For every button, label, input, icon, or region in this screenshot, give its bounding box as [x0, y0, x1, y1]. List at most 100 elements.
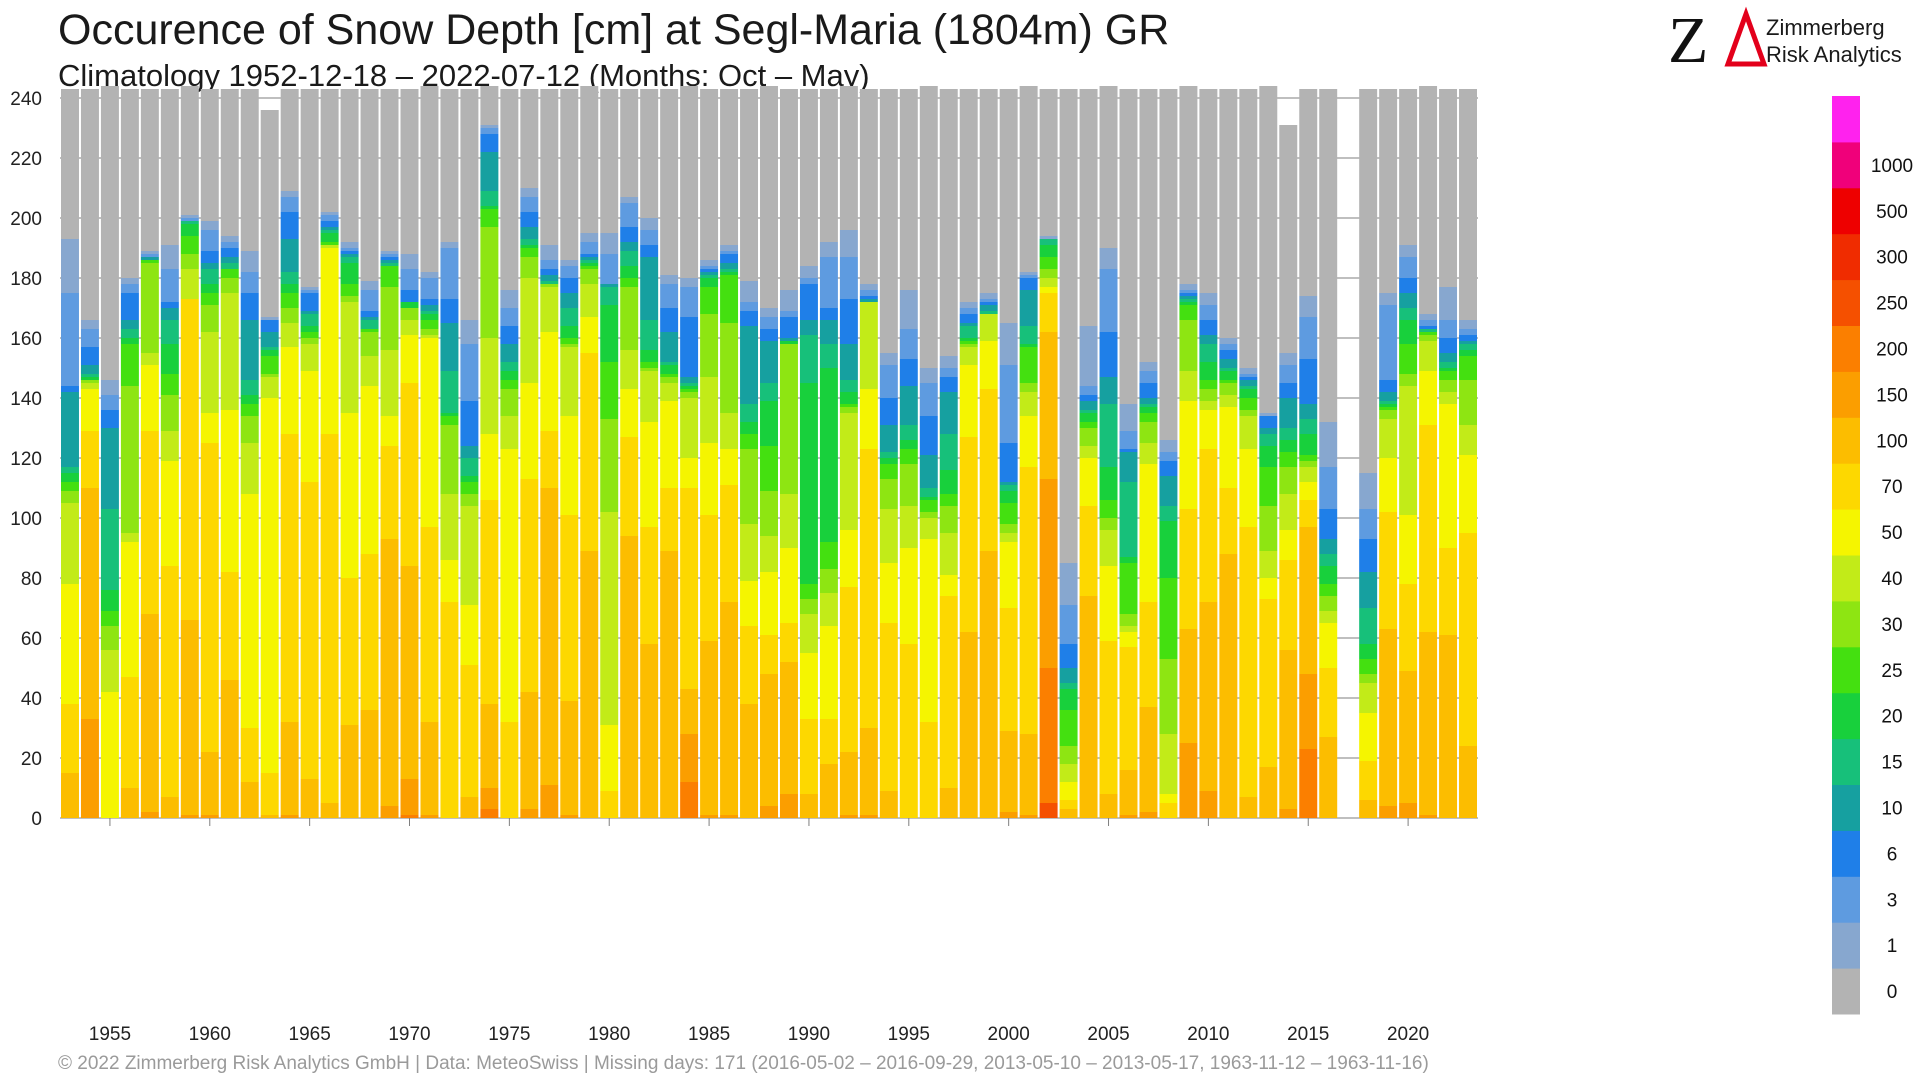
bar-segment	[1219, 554, 1238, 818]
bar-segment	[1139, 443, 1158, 464]
bar-segment	[1279, 353, 1298, 365]
bar-segment	[140, 251, 159, 254]
bar-segment	[1219, 350, 1238, 359]
bar-segment	[420, 335, 439, 338]
bar-segment	[1179, 296, 1198, 299]
bar-segment	[580, 257, 599, 260]
bar-segment	[180, 269, 199, 299]
bar-segment	[1399, 245, 1418, 257]
bar-segment	[240, 272, 259, 293]
bar-segment	[1239, 89, 1258, 368]
bar-segment	[460, 320, 479, 344]
logo-a-icon	[1724, 6, 1768, 67]
bar-segment	[300, 89, 319, 287]
season-bar-1990	[799, 89, 818, 818]
bar-segment	[540, 281, 559, 284]
bar-segment	[480, 338, 499, 434]
bar-segment	[360, 356, 379, 386]
bar-segment	[720, 254, 739, 263]
bar-segment	[1359, 659, 1378, 674]
bar-segment	[480, 704, 499, 788]
bar-segment	[779, 338, 798, 341]
bar-segment	[1119, 647, 1138, 770]
bar-segment	[80, 347, 99, 365]
bar-segment	[140, 89, 159, 251]
bar-segment	[839, 587, 858, 752]
season-bar-1973	[460, 89, 479, 818]
bar-segment	[799, 719, 818, 794]
bar-segment	[999, 812, 1018, 818]
bar-segment	[340, 248, 359, 251]
bar-segment	[1079, 422, 1098, 428]
legend-label: 200	[1876, 339, 1908, 360]
bar-segment	[1119, 626, 1138, 632]
bar-segment	[600, 362, 619, 419]
bar-segment	[740, 281, 759, 302]
bar-segment	[360, 386, 379, 554]
bar-segment	[760, 401, 778, 446]
bar-segment	[1019, 416, 1038, 467]
bar-segment	[1159, 659, 1178, 734]
bar-segment	[380, 89, 399, 251]
bar-segment	[100, 410, 119, 428]
bar-segment	[760, 329, 778, 341]
bar-segment	[660, 383, 679, 401]
bar-segment	[280, 239, 299, 272]
bar-segment	[919, 488, 938, 497]
bar-segment	[819, 242, 838, 257]
bar-segment	[879, 425, 898, 452]
bar-segment	[280, 89, 299, 191]
x-tick-label: 1960	[189, 1024, 231, 1045]
bar-segment	[200, 413, 219, 443]
bar-segment	[220, 278, 239, 293]
bar-segment	[1199, 401, 1218, 410]
x-tick-label: 1995	[888, 1024, 930, 1045]
bar-segment	[1059, 683, 1078, 689]
x-tick-label: 1990	[788, 1024, 830, 1045]
bar-segment	[580, 254, 599, 257]
bar-segment	[859, 389, 878, 449]
bar-segment	[500, 89, 519, 290]
bar-segment	[1419, 320, 1438, 326]
season-bar-1966	[320, 89, 339, 818]
bar-segment	[260, 332, 279, 347]
bar-segment	[1399, 320, 1418, 344]
bar-segment	[879, 791, 898, 818]
bar-segment	[779, 494, 798, 548]
bar-segment	[1219, 395, 1238, 407]
bar-segment	[440, 494, 459, 560]
bar-segment	[1419, 332, 1438, 335]
bar-segment	[680, 782, 699, 818]
bar-segment	[420, 329, 439, 335]
bar-segment	[660, 284, 679, 308]
bar-segment	[1279, 650, 1298, 809]
bar-segment	[700, 443, 719, 515]
bar-segment	[340, 578, 359, 725]
bar-segment	[1399, 515, 1418, 584]
bar-segment	[1279, 398, 1298, 428]
bar-segment	[1099, 518, 1118, 530]
bar-segment	[560, 308, 579, 326]
bar-segment	[1079, 458, 1098, 506]
bar-segment	[620, 437, 639, 536]
bar-segment	[1039, 332, 1058, 479]
legend-swatch	[1832, 646, 1860, 694]
bar-segment	[80, 89, 99, 320]
bar-segment	[240, 251, 259, 272]
bar-segment	[1239, 386, 1258, 389]
bar-segment	[1199, 320, 1218, 335]
bar-segment	[1059, 809, 1078, 818]
bar-segment	[720, 323, 739, 413]
bar-segment	[1359, 713, 1378, 761]
bar-segment	[1159, 578, 1178, 659]
bar-segment	[620, 278, 639, 287]
bar-segment	[1399, 278, 1418, 293]
bar-segment	[100, 650, 119, 692]
bar-segment	[100, 380, 119, 395]
bar-segment	[979, 551, 998, 818]
bar-segment	[140, 614, 159, 812]
bar-segment	[200, 752, 219, 815]
bar-segment	[1099, 500, 1118, 518]
bar-segment	[540, 488, 559, 785]
bar-segment	[1119, 557, 1138, 563]
